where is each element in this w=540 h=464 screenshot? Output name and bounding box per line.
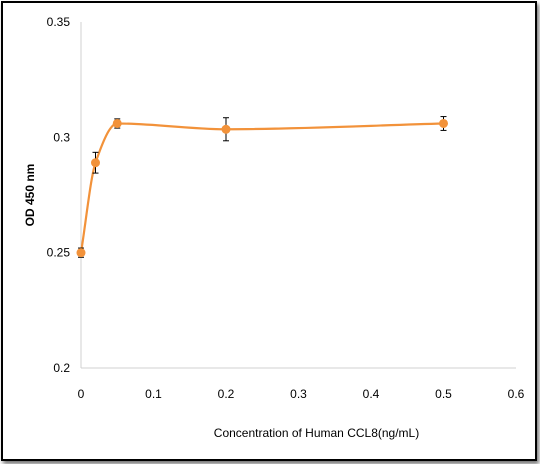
y-tick-label: 0.25 [47,246,71,260]
y-axis-title: OD 450 nm [23,164,37,227]
axes [80,22,516,369]
x-tick-label: 0.4 [363,387,380,401]
series-line [79,122,444,253]
x-tick-label: 0.6 [508,387,525,401]
data-point [76,248,86,258]
x-tick-label: 0.5 [435,387,452,401]
x-tick-label: 0 [78,387,85,401]
y-tick-label: 0.2 [53,361,70,375]
x-tick-label: 0.1 [145,387,162,401]
x-tick-labels: 0 0.1 0.2 0.3 0.4 0.5 0.6 [78,387,525,401]
y-tick-label: 0.35 [47,15,71,29]
data-point [221,124,231,134]
data-point [439,118,448,128]
data-point [112,118,122,128]
y-tick-label: 0.3 [53,130,70,144]
x-axis-title: Concentration of Human CCL8(ng/mL) [214,426,419,440]
data-point [91,158,100,168]
x-tick-label: 0.3 [290,387,307,401]
plot-area [76,116,448,258]
x-tick-label: 0.2 [218,387,235,401]
y-tick-labels: 0.2 0.25 0.3 0.35 [47,15,71,375]
